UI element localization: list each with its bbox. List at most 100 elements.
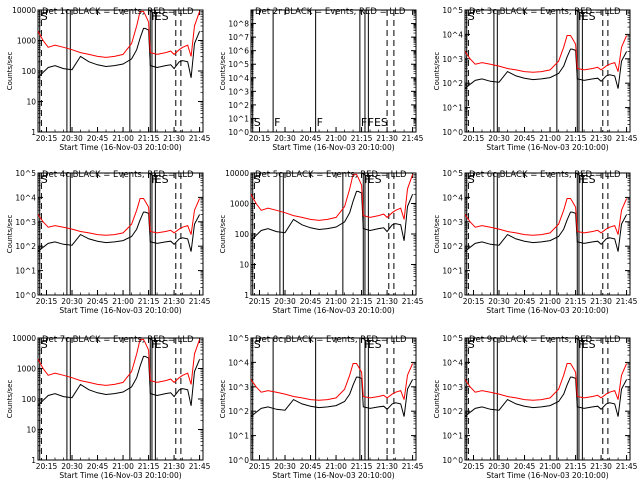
y-tick-label: 10^3 xyxy=(442,55,463,64)
x-axis-label: Start Time (16-Nov-03 20:10:00) xyxy=(486,306,608,315)
marker-label: S xyxy=(468,338,475,351)
y-tick-label: 10^2 xyxy=(442,242,463,251)
marker-label: F xyxy=(274,116,280,129)
events-series-line xyxy=(250,376,414,417)
x-tick-label: 21:00 xyxy=(112,134,134,143)
x-tick-label: 21:15 xyxy=(138,297,160,306)
lld-series-line xyxy=(464,363,628,401)
chart-panel: 10^010^110^210^310^410^520:15 20:30 20:45 2… xyxy=(433,6,638,152)
chart-panel: 10^010^110^210^310^410^520:15 20:30 20:45 2… xyxy=(219,334,424,480)
marker-label: S xyxy=(468,173,475,186)
x-tick-label: 20:30 xyxy=(61,297,83,306)
plot-frame xyxy=(37,9,204,133)
y-tick-label: 10000 xyxy=(12,6,36,15)
x-tick-label: 21:00 xyxy=(539,297,561,306)
y-tick-label: 1 xyxy=(31,128,36,137)
y-tick-label: 10^1 xyxy=(442,267,463,276)
y-axis-label: Counts/sec xyxy=(6,380,14,419)
y-tick-label: 1000 xyxy=(230,200,249,209)
plot-frame xyxy=(250,172,417,296)
x-tick-label: 20:30 xyxy=(274,297,296,306)
y-tick-label: 10^0 xyxy=(228,456,249,465)
marker-label: ES xyxy=(155,338,169,351)
x-tick-label: 21:45 xyxy=(616,134,638,143)
y-tick-label: 10^0 xyxy=(15,291,36,300)
y-tick-label: 10^3 xyxy=(15,218,36,227)
chart-title: Det 7c BLACK = Events, RED = LLD xyxy=(42,335,194,345)
marker-label: FES xyxy=(368,116,388,129)
x-tick-label: 21:00 xyxy=(539,462,561,471)
x-axis-label: Start Time (16-Nov-03 20:10:00) xyxy=(272,143,394,152)
y-tick-label: 10^0 xyxy=(442,456,463,465)
chart-panel: 1 10 100 1000 10000 20:15 20:30 20:45 21:00 21:15… xyxy=(6,6,211,152)
plot-frame xyxy=(37,172,204,296)
marker-label: F xyxy=(317,116,323,129)
chart-panel: 1 10 100 1000 10000 20:15 20:30 20:45 21:00 21:15… xyxy=(219,169,424,315)
lld-series-line xyxy=(250,363,414,401)
marker-label: S xyxy=(254,116,261,129)
y-tick-label: 10^4 xyxy=(442,193,463,202)
y-tick-label: 10^2 xyxy=(442,407,463,416)
x-tick-label: 20:45 xyxy=(87,462,109,471)
marker-label: ES xyxy=(582,10,596,23)
y-tick-label: 10000 xyxy=(225,169,249,178)
y-axis-label: Counts/sec xyxy=(219,52,227,91)
x-tick-label: 20:15 xyxy=(36,297,58,306)
events-series-line xyxy=(37,355,201,407)
x-tick-label: 20:15 xyxy=(463,462,485,471)
marker-label: S xyxy=(41,10,48,23)
y-tick-label: 10^5 xyxy=(442,169,463,178)
x-tick-label: 21:00 xyxy=(325,297,347,306)
y-tick-label: 10 xyxy=(26,426,36,435)
events-series-line xyxy=(37,211,201,252)
x-tick-label: 21:30 xyxy=(376,134,398,143)
y-tick-label: 10^8 xyxy=(228,20,249,29)
events-series-line xyxy=(464,211,628,252)
plot-frame xyxy=(464,9,631,133)
y-tick-label: 1000 xyxy=(17,365,36,374)
x-tick-label: 20:45 xyxy=(87,297,109,306)
x-tick-label: 21:45 xyxy=(402,134,424,143)
marker-label: S xyxy=(468,10,475,23)
x-tick-label: 21:00 xyxy=(112,462,134,471)
events-series-line xyxy=(464,376,628,417)
chart-title: Det 1c BLACK = Events, RED = LLD xyxy=(42,7,194,17)
x-tick-label: 21:30 xyxy=(590,134,612,143)
x-tick-label: 21:30 xyxy=(376,297,398,306)
y-tick-label: 10^4 xyxy=(442,30,463,39)
x-tick-label: 20:15 xyxy=(249,134,271,143)
x-tick-label: 21:00 xyxy=(539,134,561,143)
lld-series-line xyxy=(37,338,201,386)
y-tick-label: 10^0 xyxy=(442,128,463,137)
marker-label: F xyxy=(151,10,157,23)
y-tick-label: 10^4 xyxy=(228,358,249,367)
x-tick-label: 21:45 xyxy=(189,462,211,471)
x-tick-label: 20:30 xyxy=(488,134,510,143)
y-tick-label: 10^5 xyxy=(228,334,249,343)
lld-series-line xyxy=(464,35,628,73)
y-tick-label: 10^3 xyxy=(442,383,463,392)
lld-series-line xyxy=(464,198,628,236)
x-tick-label: 21:00 xyxy=(112,297,134,306)
y-tick-label: 10^3 xyxy=(228,383,249,392)
x-axis-label: Start Time (16-Nov-03 20:10:00) xyxy=(486,471,608,480)
y-tick-label: 100 xyxy=(235,230,250,239)
y-tick-label: 10^5 xyxy=(442,6,463,15)
x-tick-label: 21:45 xyxy=(616,462,638,471)
y-axis-label: Counts/sec xyxy=(219,215,227,254)
events-series-line xyxy=(37,27,201,79)
plot-frame xyxy=(464,337,631,461)
lld-series-line xyxy=(250,173,414,221)
y-tick-label: 10^3 xyxy=(442,218,463,227)
y-tick-label: 10 xyxy=(26,98,36,107)
x-tick-label: 21:15 xyxy=(565,462,587,471)
x-tick-label: 20:45 xyxy=(87,134,109,143)
y-tick-label: 10^0 xyxy=(442,291,463,300)
chart-title: Det 8c BLACK = Events, RED = LLD xyxy=(255,335,407,345)
x-tick-label: 21:45 xyxy=(402,297,424,306)
chart-title: Det 6c BLACK = Events, RED = LLD xyxy=(469,170,621,180)
y-tick-label: 10^5 xyxy=(442,334,463,343)
x-axis-label: Start Time (16-Nov-03 20:10:00) xyxy=(272,306,394,315)
y-axis-label: Counts/sec xyxy=(433,52,441,91)
